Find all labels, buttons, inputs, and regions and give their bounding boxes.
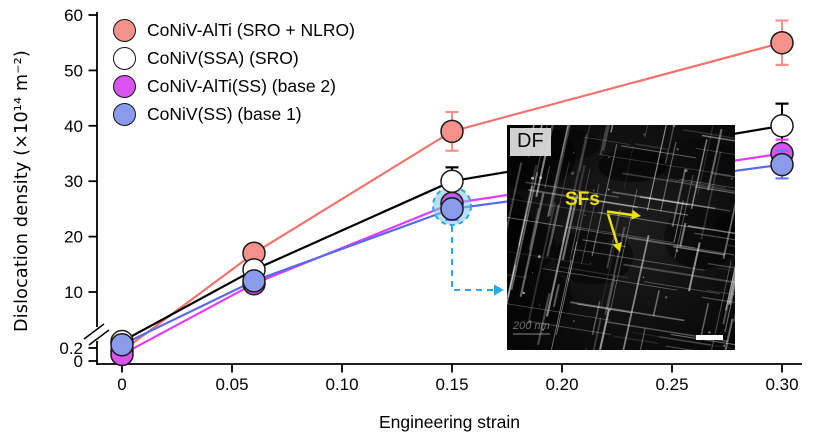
y-tick-label: 0 (74, 352, 83, 371)
data-point-s0-x3 (770, 30, 794, 55)
legend-marker-icon (113, 46, 136, 70)
data-point-s3-x3 (770, 152, 794, 177)
series-line-0 (121, 41, 783, 353)
sfs-arrows-icon (606, 209, 641, 252)
x-tick-label: 0.05 (215, 375, 248, 394)
data-point-s3-x0 (110, 333, 134, 357)
data-point-s0-x2 (440, 119, 464, 144)
x-tick-label: 0.10 (325, 375, 358, 394)
data-point-s1-x3 (770, 114, 794, 138)
y-tick-label: 0.2 (59, 339, 83, 358)
data-point-s1-x2 (440, 169, 464, 193)
data-point-s3-x2 (440, 197, 464, 221)
y-tick-label: 50 (64, 61, 83, 80)
x-tick-label: 0.30 (765, 375, 798, 394)
legend-label: CoNiV(SS) (base 1) (147, 103, 302, 124)
x-tick-label: 0.20 (545, 375, 578, 394)
inset-connector-arrowhead (494, 284, 504, 296)
legend-item-2: CoNiV-AlTi(SS) (base 2) (113, 72, 355, 100)
y-tick-label: 10 (64, 283, 83, 302)
y-axis-title: Dislocation density (×10¹⁴ m⁻²) (12, 50, 32, 332)
dark-field-badge: DF (510, 128, 551, 156)
x-tick-label: 0.25 (655, 375, 688, 394)
legend-marker-icon (113, 102, 136, 126)
tem-micrograph (507, 125, 735, 350)
stacking-faults-annotation: SFs (565, 189, 600, 210)
legend-label: CoNiV-AlTi(SS) (base 2) (147, 75, 336, 96)
tem-inset-image: DF SFs 200 nm (507, 125, 735, 350)
legend-item-0: CoNiV-AlTi (SRO + NLRO) (113, 16, 355, 44)
embedded-scale-text: 200 nm (513, 320, 550, 335)
y-tick-label: 40 (64, 117, 83, 136)
x-tick-label: 0.15 (435, 375, 468, 394)
legend-item-3: CoNiV(SS) (base 1) (113, 100, 355, 128)
y-tick-label: 20 (64, 228, 83, 247)
legend-label: CoNiV(SSA) (SRO) (147, 47, 299, 68)
x-axis-title: Engineering strain (378, 412, 521, 432)
data-point-s3-x1 (242, 269, 266, 293)
legend-marker-icon (113, 74, 136, 98)
legend-marker-icon (113, 18, 136, 42)
x-tick-label: 0 (117, 375, 126, 394)
y-tick-label: 60 (64, 6, 83, 25)
series-points-3 (110, 149, 794, 357)
legend-item-1: CoNiV(SSA) (SRO) (113, 44, 355, 72)
y-tick-label: 30 (64, 172, 83, 191)
chart-legend: CoNiV-AlTi (SRO + NLRO) CoNiV(SSA) (SRO) C… (113, 16, 355, 128)
inset-connector-arrow (451, 226, 495, 291)
scale-bar (696, 335, 723, 340)
legend-label: CoNiV-AlTi (SRO + NLRO) (147, 19, 355, 40)
